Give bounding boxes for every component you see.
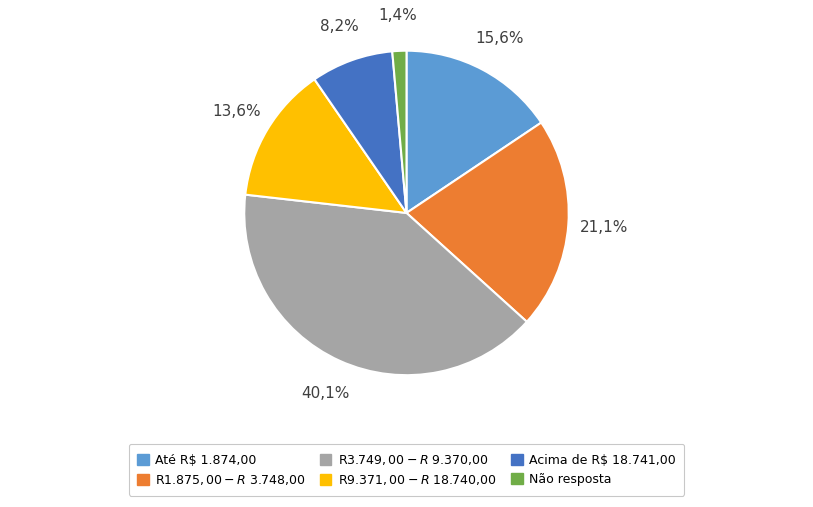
Legend: Até R$ 1.874,00, R$ 1.875,00 - R$ 3.748,00, R$ 3.749,00 - R$ 9.370,00, R$ 9.371,: Até R$ 1.874,00, R$ 1.875,00 - R$ 3.748,… [128, 444, 685, 496]
Text: 40,1%: 40,1% [301, 386, 350, 401]
Wedge shape [244, 195, 527, 375]
Text: 8,2%: 8,2% [320, 19, 359, 34]
Wedge shape [406, 51, 541, 213]
Text: 13,6%: 13,6% [212, 103, 261, 119]
Wedge shape [315, 51, 406, 213]
Text: 1,4%: 1,4% [378, 8, 417, 23]
Text: 21,1%: 21,1% [580, 220, 628, 235]
Wedge shape [246, 79, 406, 213]
Wedge shape [392, 51, 406, 213]
Text: 15,6%: 15,6% [476, 31, 524, 46]
Wedge shape [406, 123, 569, 322]
